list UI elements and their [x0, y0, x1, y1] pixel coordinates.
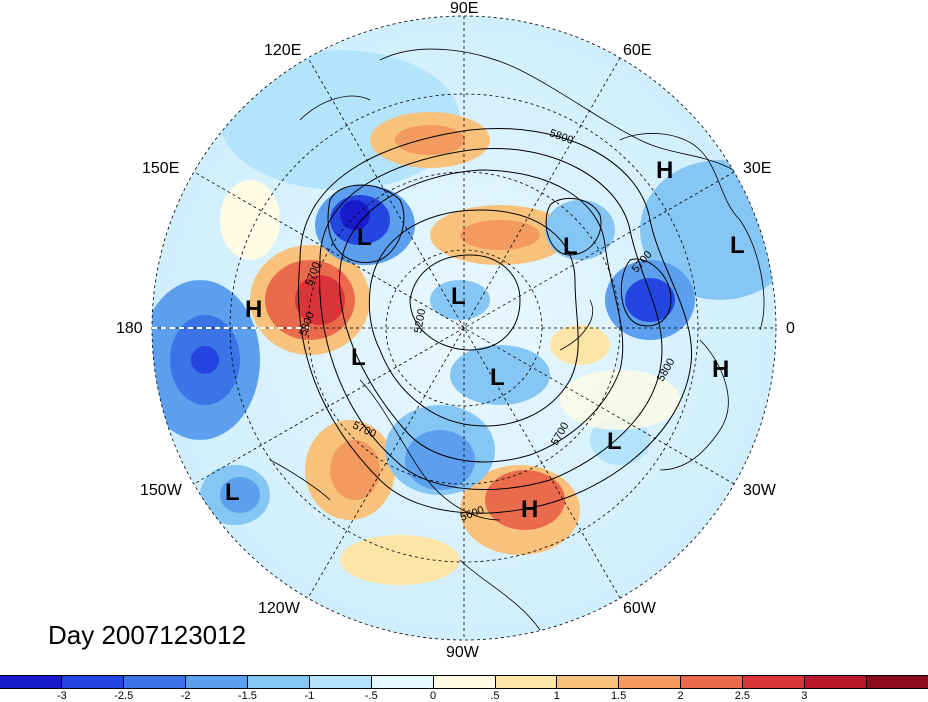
low-center: L — [607, 428, 622, 455]
colorbar-tick-label: -2.5 — [114, 690, 134, 702]
colorbar-tick-label: -.5 — [364, 690, 378, 702]
colorbar-swatch — [433, 676, 496, 688]
coastlines — [269, 48, 765, 631]
low-center: L — [730, 232, 745, 259]
low-center: L — [451, 283, 466, 310]
colorbar-swatch — [185, 676, 248, 688]
colorbar-swatch — [743, 676, 806, 688]
low-center: L — [357, 224, 372, 251]
colorbar-swatch — [681, 676, 744, 688]
colorbar-tick-label: 3 — [801, 690, 808, 702]
lon-label-120w: 120W — [258, 600, 300, 617]
low-center: L — [225, 479, 240, 506]
low-center: L — [490, 364, 505, 391]
lon-label-30e: 30E — [743, 160, 772, 177]
colorbar — [0, 675, 928, 689]
high-center: H — [521, 496, 539, 523]
colorbar-tick-label: 1.5 — [611, 690, 627, 702]
low-center: L — [563, 233, 578, 260]
colorbar-swatch — [371, 676, 434, 688]
low-center: L — [351, 344, 366, 371]
colorbar-swatch — [309, 676, 372, 688]
lon-label-0: 0 — [786, 320, 795, 337]
colorbar-swatch — [557, 676, 620, 688]
lon-label-90w: 90W — [446, 644, 479, 661]
anomaly-field — [152, 16, 776, 640]
geopotential-contours — [298, 128, 692, 514]
lon-label-180: 180 — [116, 320, 143, 337]
colorbar-tick-label: 0 — [430, 690, 437, 702]
colorbar-swatch — [495, 676, 558, 688]
colorbar-swatch — [123, 676, 186, 688]
colorbar-swatch — [867, 676, 928, 688]
colorbar-tick-label: 2 — [677, 690, 684, 702]
colorbar-tick-label: -3 — [56, 690, 67, 702]
colorbar-swatch — [247, 676, 310, 688]
lon-label-150e: 150E — [142, 160, 180, 177]
lon-label-60w: 60W — [623, 600, 656, 617]
lon-label-150w: 150W — [140, 482, 182, 499]
colorbar-tick-label: -1.5 — [237, 690, 257, 702]
high-center: H — [245, 296, 263, 323]
colorbar-swatch — [0, 676, 62, 688]
colorbar-tick-label: 2.5 — [734, 690, 751, 702]
lon-label-60e: 60E — [623, 42, 652, 59]
day-title: Day 2007123012 — [48, 620, 247, 650]
colorbar-tick-label: 1 — [553, 690, 560, 702]
high-center: H — [712, 356, 730, 383]
colorbar-tick-label: -2 — [180, 690, 191, 702]
lon-label-90e: 90E — [450, 0, 479, 17]
colorbar-tick-label: -1 — [304, 690, 315, 702]
lon-label-30w: 30W — [743, 482, 776, 499]
colorbar-swatch — [805, 676, 868, 688]
lon-label-120e: 120E — [264, 42, 302, 59]
colorbar-swatch — [619, 676, 682, 688]
high-center: H — [656, 157, 674, 184]
colorbar-tick-label: .5 — [490, 690, 500, 702]
colorbar-swatch — [61, 676, 124, 688]
